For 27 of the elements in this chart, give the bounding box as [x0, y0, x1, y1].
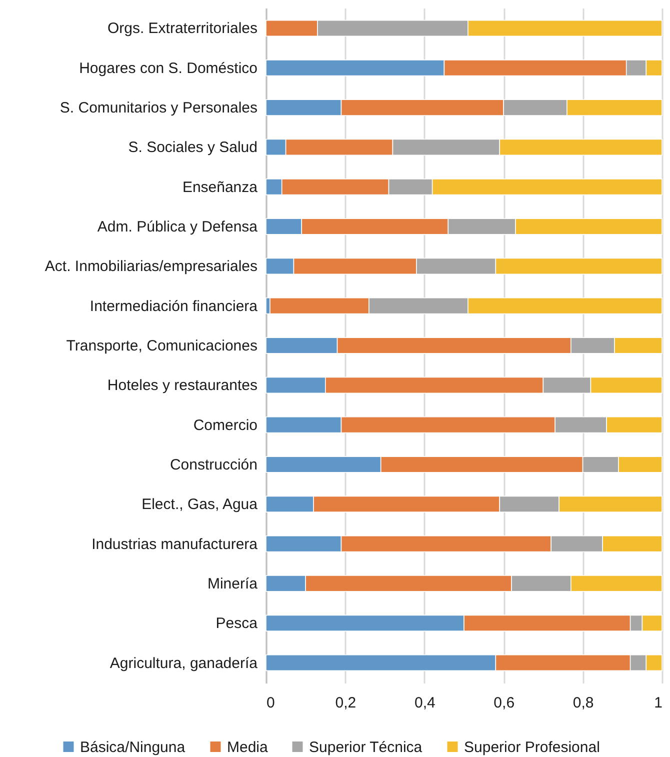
x-tick-label: 0: [266, 694, 275, 712]
y-tick-label: Minería: [207, 575, 258, 592]
x-tick-label: 0,4: [414, 694, 436, 712]
y-tick-label: Orgs. Extraterritoriales: [107, 20, 258, 38]
legend-label: Superior Técnica: [309, 738, 423, 756]
y-tick-label: Transporte, Comunicaciones: [66, 338, 258, 354]
y-tick-label: Intermediación financiera: [90, 298, 258, 315]
x-tick-label: 1: [654, 694, 662, 712]
legend-label: Superior Profesional: [464, 738, 600, 756]
y-tick-label: Elect., Gas, Agua: [142, 496, 258, 514]
y-tick-label: Hoteles y restaurantes: [107, 377, 258, 394]
x-tick-label: 0,6: [494, 694, 515, 712]
y-tick-label: Act. Inmobiliarias/empresariales: [44, 258, 258, 276]
legend-label: Básica/Ninguna: [80, 738, 186, 756]
y-tick-label: Comercio: [193, 416, 258, 434]
y-tick-label: Construcción: [170, 456, 258, 474]
y-tick-label: S. Sociales y Salud: [128, 139, 258, 156]
legend-label: Media: [227, 738, 269, 756]
y-tick-label: Pesca: [216, 615, 258, 632]
y-tick-label: Adm. Pública y Defensa: [97, 218, 258, 236]
y-tick-label: Enseñanza: [182, 178, 258, 196]
x-tick-label: 0,8: [572, 694, 594, 712]
y-tick-label: Industrias manufacturera: [92, 536, 258, 553]
x-tick-label: 0,2: [335, 694, 356, 712]
y-tick-label: Hogares con S. Doméstico: [79, 60, 258, 77]
y-tick-label: S. Comunitarios y Personales: [60, 100, 258, 117]
y-tick-label: Agricultura, ganadería: [110, 654, 258, 672]
